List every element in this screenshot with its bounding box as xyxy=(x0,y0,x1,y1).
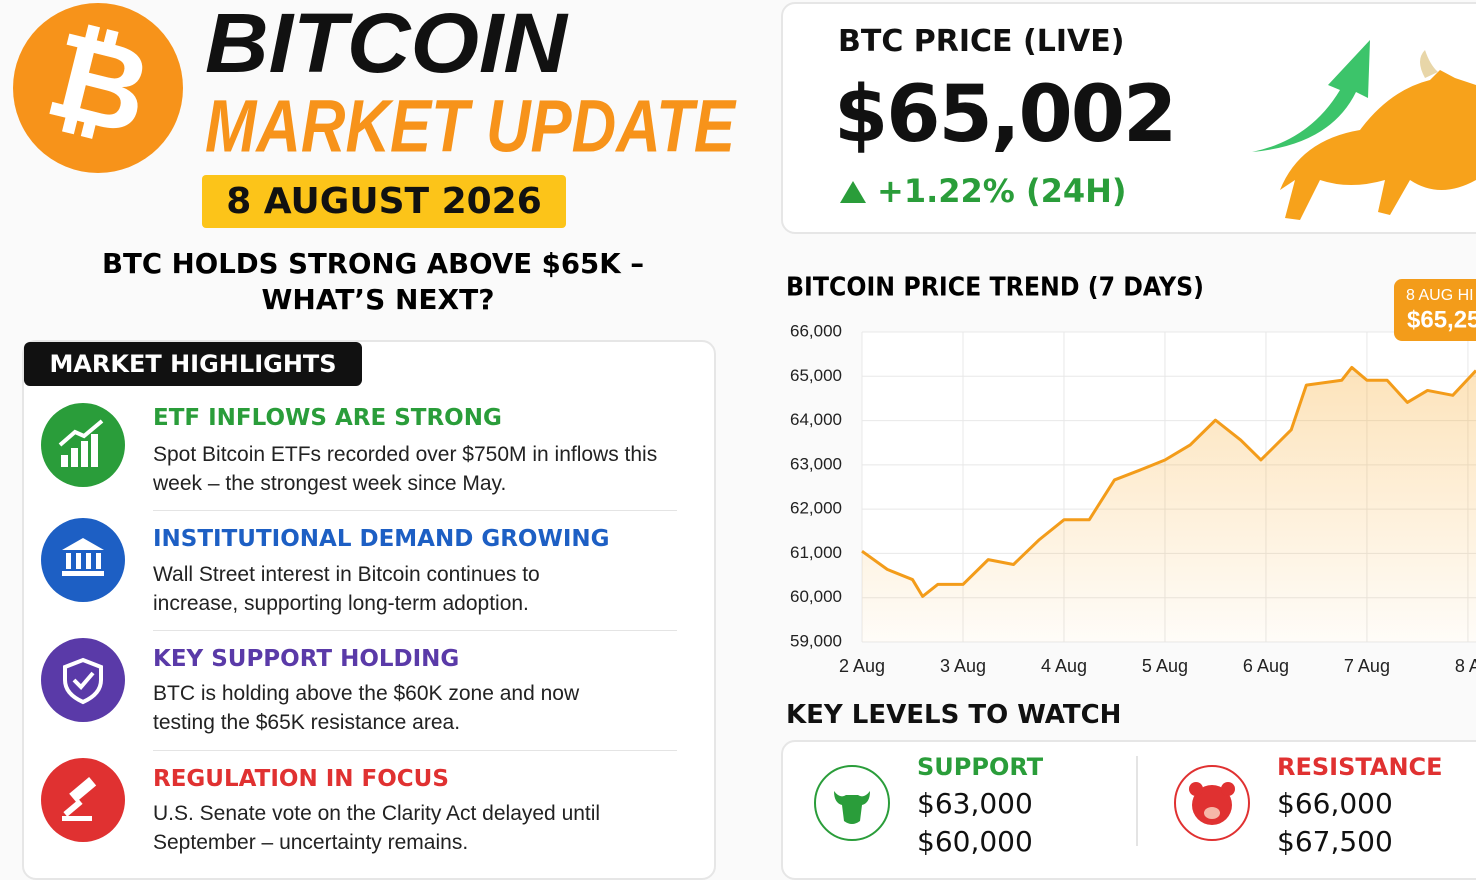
icon xyxy=(41,638,125,722)
icon xyxy=(41,518,125,602)
page: {"header": {"title": "BITCOIN", "subtitl… xyxy=(13,0,1476,880)
item-text: U.S. Senate vote on the Clarity Act dela… xyxy=(153,802,601,854)
item-text: BTC is holding above the $60K zone and n… xyxy=(153,682,580,734)
item-title: ETF INFLOWS ARE STRONG xyxy=(153,405,502,431)
y-tick-label: 64,000 xyxy=(790,410,842,429)
separator xyxy=(153,510,677,511)
price-chart: BITCOIN PRICE TREND (7 DAYS) 59,000 60,00… xyxy=(786,273,1476,676)
headline: WHAT’S NEXT? xyxy=(262,283,495,316)
x-tick-label: 7 Aug xyxy=(1344,656,1390,676)
price-change: +1.22% (24H) xyxy=(877,172,1127,210)
price-label: BTC PRICE (LIVE) xyxy=(838,24,1125,59)
header: ₿ BITCOIN MARKET UPDATE 8 AUGUST 2026 BT… xyxy=(13,0,737,316)
y-tick-label: 60,000 xyxy=(790,587,842,606)
icon-glyph xyxy=(58,419,104,447)
icon-glyph xyxy=(61,434,98,467)
icon-glyph xyxy=(62,777,97,821)
annotation-box xyxy=(1394,279,1476,341)
separator xyxy=(153,750,677,751)
subtitle: MARKET UPDATE xyxy=(205,85,737,168)
item-text: Spot Bitcoin ETFs recorded over $750M in… xyxy=(153,443,658,495)
highlights-card xyxy=(22,340,716,880)
highlight-icons xyxy=(41,403,125,842)
key-levels-title: KEY LEVELS TO WATCH xyxy=(786,700,1122,730)
x-tick-label: 3 Aug xyxy=(940,656,986,676)
support-level: $63,000 xyxy=(917,787,1033,820)
y-tick-label: 59,000 xyxy=(790,631,842,650)
date-badge xyxy=(202,175,566,228)
y-tick-label: 63,000 xyxy=(790,454,842,473)
chart-title: BITCOIN PRICE TREND (7 DAYS) xyxy=(786,273,1204,303)
bitcoin-logo xyxy=(13,3,183,173)
annotation-value: $65,25 xyxy=(1407,306,1476,333)
y-tick-label: 66,000 xyxy=(790,321,842,340)
y-tick-label: 62,000 xyxy=(790,499,842,518)
item-title: REGULATION IN FOCUS xyxy=(153,766,449,792)
icon-glyph xyxy=(62,538,104,576)
icon-glyph xyxy=(63,657,103,705)
up-triangle xyxy=(840,181,866,203)
date: 8 AUGUST 2026 xyxy=(226,181,542,222)
x-tick-label: 5 Aug xyxy=(1142,656,1188,676)
x-tick-label: 4 Aug xyxy=(1041,656,1087,676)
price-line xyxy=(861,365,1476,598)
resistance-level: $67,500 xyxy=(1277,825,1393,858)
icon-glyph xyxy=(72,671,95,690)
x-tick-label: 6 Aug xyxy=(1243,656,1289,676)
support-icon xyxy=(814,765,890,841)
item-title: KEY SUPPORT HOLDING xyxy=(153,646,460,672)
title: BITCOIN xyxy=(205,0,569,90)
highlights-label: MARKET HIGHLIGHTS xyxy=(24,342,362,386)
item-text: Wall Street interest in Bitcoin continue… xyxy=(153,563,540,615)
item-title: INSTITUTIONAL DEMAND GROWING xyxy=(153,526,610,552)
support-label: SUPPORT xyxy=(917,753,1044,781)
annotation-label: 8 AUG HI xyxy=(1406,287,1474,304)
resistance-label: RESISTANCE xyxy=(1277,753,1443,781)
y-tick-label: 61,000 xyxy=(790,543,842,562)
x-tick-label: 8 A xyxy=(1455,656,1476,676)
price-area xyxy=(862,367,1476,642)
bull-illustration xyxy=(1252,40,1476,220)
resistance-icon xyxy=(1174,765,1250,841)
support-level: $60,000 xyxy=(917,825,1033,858)
divider xyxy=(1136,756,1138,846)
key-levels-card xyxy=(781,740,1476,880)
price-value: $65,002 xyxy=(834,70,1177,160)
icon xyxy=(41,758,125,842)
resistance-level: $66,000 xyxy=(1277,787,1393,820)
x-tick-label: 2 Aug xyxy=(839,656,885,676)
separator xyxy=(153,630,677,631)
headline: BTC HOLDS STRONG ABOVE $65K – xyxy=(102,247,644,280)
y-tick-label: 65,000 xyxy=(790,366,842,385)
price-card xyxy=(781,2,1476,234)
